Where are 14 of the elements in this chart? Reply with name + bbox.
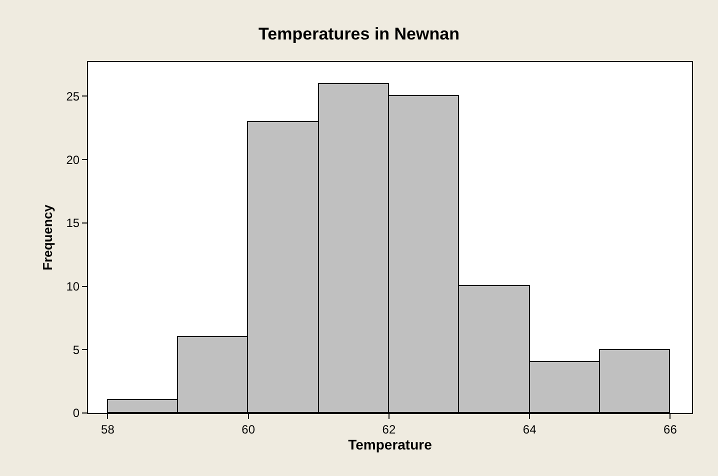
y-tick-label: 5: [72, 342, 80, 357]
y-tick-label: 10: [66, 279, 80, 294]
x-tick-label: 64: [522, 422, 537, 436]
x-tick-label: 58: [101, 422, 115, 436]
x-axis-title: Temperature: [348, 436, 432, 453]
y-tick-label: 15: [66, 216, 80, 230]
y-axis-title: Frequency: [40, 204, 56, 270]
x-tick-label: 66: [664, 422, 678, 436]
y-tick-label: 25: [66, 89, 80, 104]
x-tick-label: 60: [242, 422, 256, 436]
chart-title: Temperatures in Newnan: [258, 24, 460, 44]
x-tick-label: 62: [382, 422, 396, 436]
y-tick-label: 0: [72, 406, 80, 420]
y-tick-label: 20: [66, 152, 80, 167]
